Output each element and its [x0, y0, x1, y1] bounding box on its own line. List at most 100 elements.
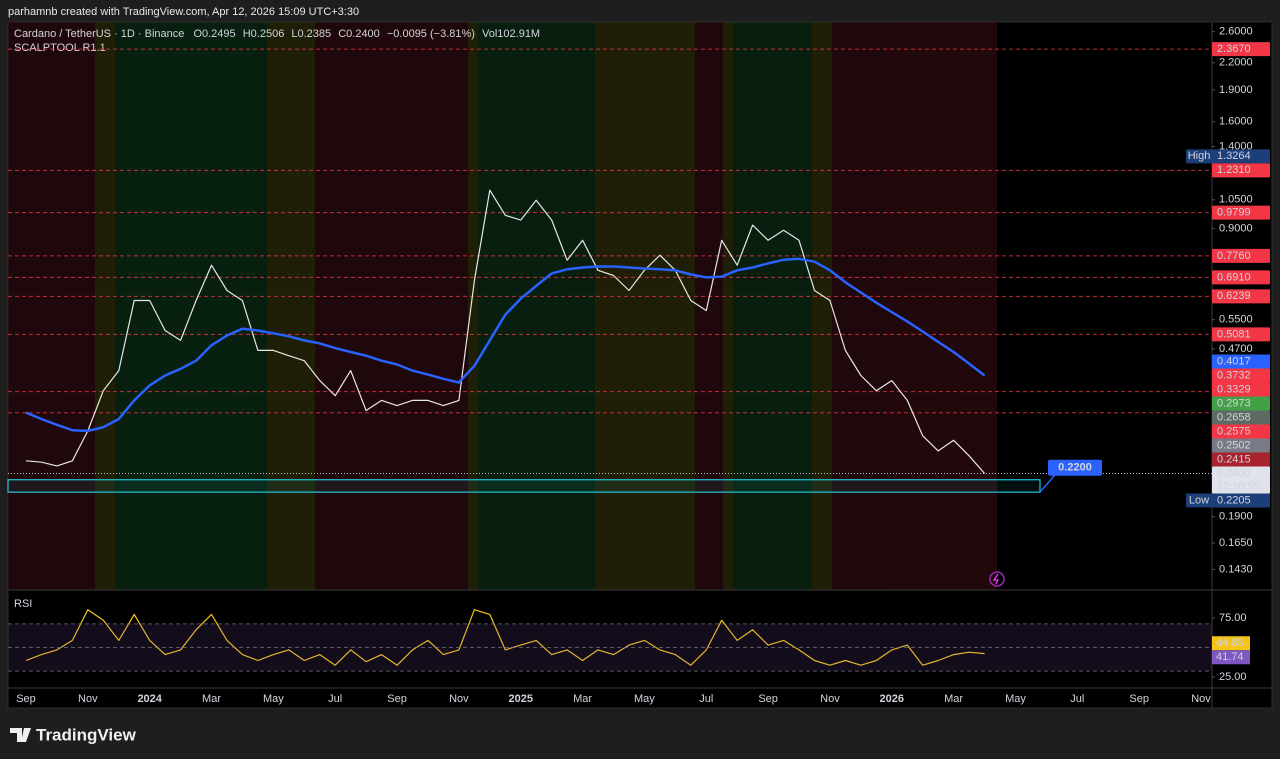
- price-label: 0.7760: [1217, 250, 1251, 262]
- price-label-box: [1212, 424, 1270, 439]
- plot-area: [8, 48, 1212, 666]
- indicator-name: SCALPTOOL R1.1: [14, 42, 106, 54]
- x-tick-label: 2026: [880, 693, 904, 705]
- brand: TradingView: [36, 725, 137, 744]
- series-line: [25, 257, 986, 433]
- price-label: 0.2973: [1217, 397, 1251, 409]
- price-label: 0.2415: [1217, 453, 1251, 465]
- regime-band: [723, 22, 733, 590]
- x-tick-label: May: [263, 693, 284, 705]
- regime-band: [832, 22, 997, 590]
- caption: parhamnb created with TradingView.com, A…: [8, 6, 359, 18]
- regime-band: [478, 22, 595, 590]
- price-label-box: [1212, 42, 1270, 57]
- y-tick-label: 0.1650: [1219, 537, 1253, 549]
- price-label-box: [1212, 270, 1270, 285]
- brand-logo: [10, 728, 31, 742]
- support-zone: [7, 479, 1041, 493]
- price-label-box: [1212, 396, 1270, 411]
- x-tick-label: Jul: [1070, 693, 1084, 705]
- y-tick-label: 0.4700: [1219, 343, 1253, 355]
- alert-icon-bolt: [992, 573, 1000, 585]
- price-label: 0.6910: [1217, 271, 1251, 283]
- series-line: [25, 609, 985, 666]
- price-label: 1.3264: [1217, 150, 1251, 162]
- price-label-box: [1212, 438, 1270, 453]
- price-tag-box: [1186, 149, 1212, 164]
- ohlc-open: O0.2495: [193, 28, 235, 40]
- countdown: 12:20:55: [1217, 480, 1260, 492]
- x-tick-label: Jul: [328, 693, 342, 705]
- price-label-box: [1212, 354, 1270, 369]
- ohlc-high: H0.2506: [243, 28, 285, 40]
- ohlc-low: L0.2385: [291, 28, 331, 40]
- regime-band: [812, 22, 832, 590]
- alert-icon[interactable]: [989, 571, 1005, 587]
- x-tick-label: 2025: [508, 693, 532, 705]
- zone-callout: [1039, 473, 1057, 493]
- regime-band: [8, 22, 95, 590]
- y-tick-label: 1.9000: [1219, 84, 1253, 96]
- price-label: 0.2400: [1217, 467, 1251, 479]
- y-tick-label: 1.6000: [1219, 116, 1253, 128]
- price-label: 1.2310: [1217, 164, 1251, 176]
- x-tick-label: Jul: [699, 693, 713, 705]
- y-tick-label: 0.1430: [1219, 563, 1253, 575]
- price-label: 0.2575: [1217, 425, 1251, 437]
- x-tick-label: Sep: [1129, 693, 1149, 705]
- regime-band: [468, 22, 478, 590]
- price-label-box: [1212, 149, 1270, 164]
- x-tick-label: Mar: [573, 693, 592, 705]
- price-tag-box: [1186, 493, 1212, 508]
- price-label-box: [1212, 248, 1270, 263]
- price-label-box: [1212, 205, 1270, 220]
- price-label: 0.2502: [1217, 439, 1251, 451]
- legend: Cardano / TetherUS · 1D · Binance O0.249…: [14, 28, 540, 40]
- x-tick-label: Sep: [758, 693, 778, 705]
- rsi-tick-label: 25.00: [1219, 671, 1247, 683]
- symbol: Cardano / TetherUS · 1D · Binance: [14, 28, 184, 40]
- y-tick-label: 0.9000: [1219, 222, 1253, 234]
- price-label-box: [1212, 382, 1270, 397]
- price-label-box: [1212, 327, 1270, 342]
- price-label: 0.4017: [1217, 355, 1251, 367]
- y-tick-label: 0.5500: [1219, 314, 1253, 326]
- regime-band: [115, 22, 267, 590]
- y-tick-label: 2.2000: [1219, 57, 1253, 69]
- x-tick-label: Sep: [387, 693, 407, 705]
- rsi-label-box: [1212, 636, 1250, 651]
- price-tag: Low: [1189, 494, 1209, 506]
- price-label: 0.3329: [1217, 383, 1251, 395]
- rsi-label-box: [1212, 650, 1250, 665]
- rsi-title: RSI: [14, 598, 32, 610]
- x-tick-label: Nov: [820, 693, 840, 705]
- price-label-box: [1212, 493, 1270, 508]
- regime-band: [95, 22, 115, 590]
- price-label-box: [1212, 163, 1270, 178]
- price-label-box: [1212, 289, 1270, 304]
- series-line: [25, 189, 986, 474]
- regime-band: [595, 22, 695, 590]
- change: −0.0095 (−3.81%): [387, 28, 475, 40]
- rsi-label: 44.85: [1216, 637, 1244, 649]
- price-label: 0.2658: [1217, 411, 1251, 423]
- ohlc-close: C0.2400: [338, 28, 380, 40]
- price-label: 0.6239: [1217, 290, 1251, 302]
- rsi-label: 41.74: [1216, 651, 1244, 663]
- x-tick-label: Mar: [202, 693, 221, 705]
- zone-label-box: [1048, 459, 1102, 476]
- price-tag: High: [1188, 150, 1211, 162]
- x-tick-label: Nov: [78, 693, 98, 705]
- x-tick-label: Sep: [16, 693, 36, 705]
- zone-label: 0.2200: [1058, 462, 1092, 474]
- price-label-box: [1212, 452, 1270, 467]
- y-tick-label: 1.0500: [1219, 194, 1253, 206]
- price-label-box: [1212, 368, 1270, 383]
- volume: Vol102.91M: [482, 28, 540, 40]
- regime-band: [315, 22, 468, 590]
- x-tick-label: Mar: [944, 693, 963, 705]
- price-label: 0.9799: [1217, 207, 1251, 219]
- price-label: 0.3732: [1217, 369, 1251, 381]
- regime-band: [267, 22, 315, 590]
